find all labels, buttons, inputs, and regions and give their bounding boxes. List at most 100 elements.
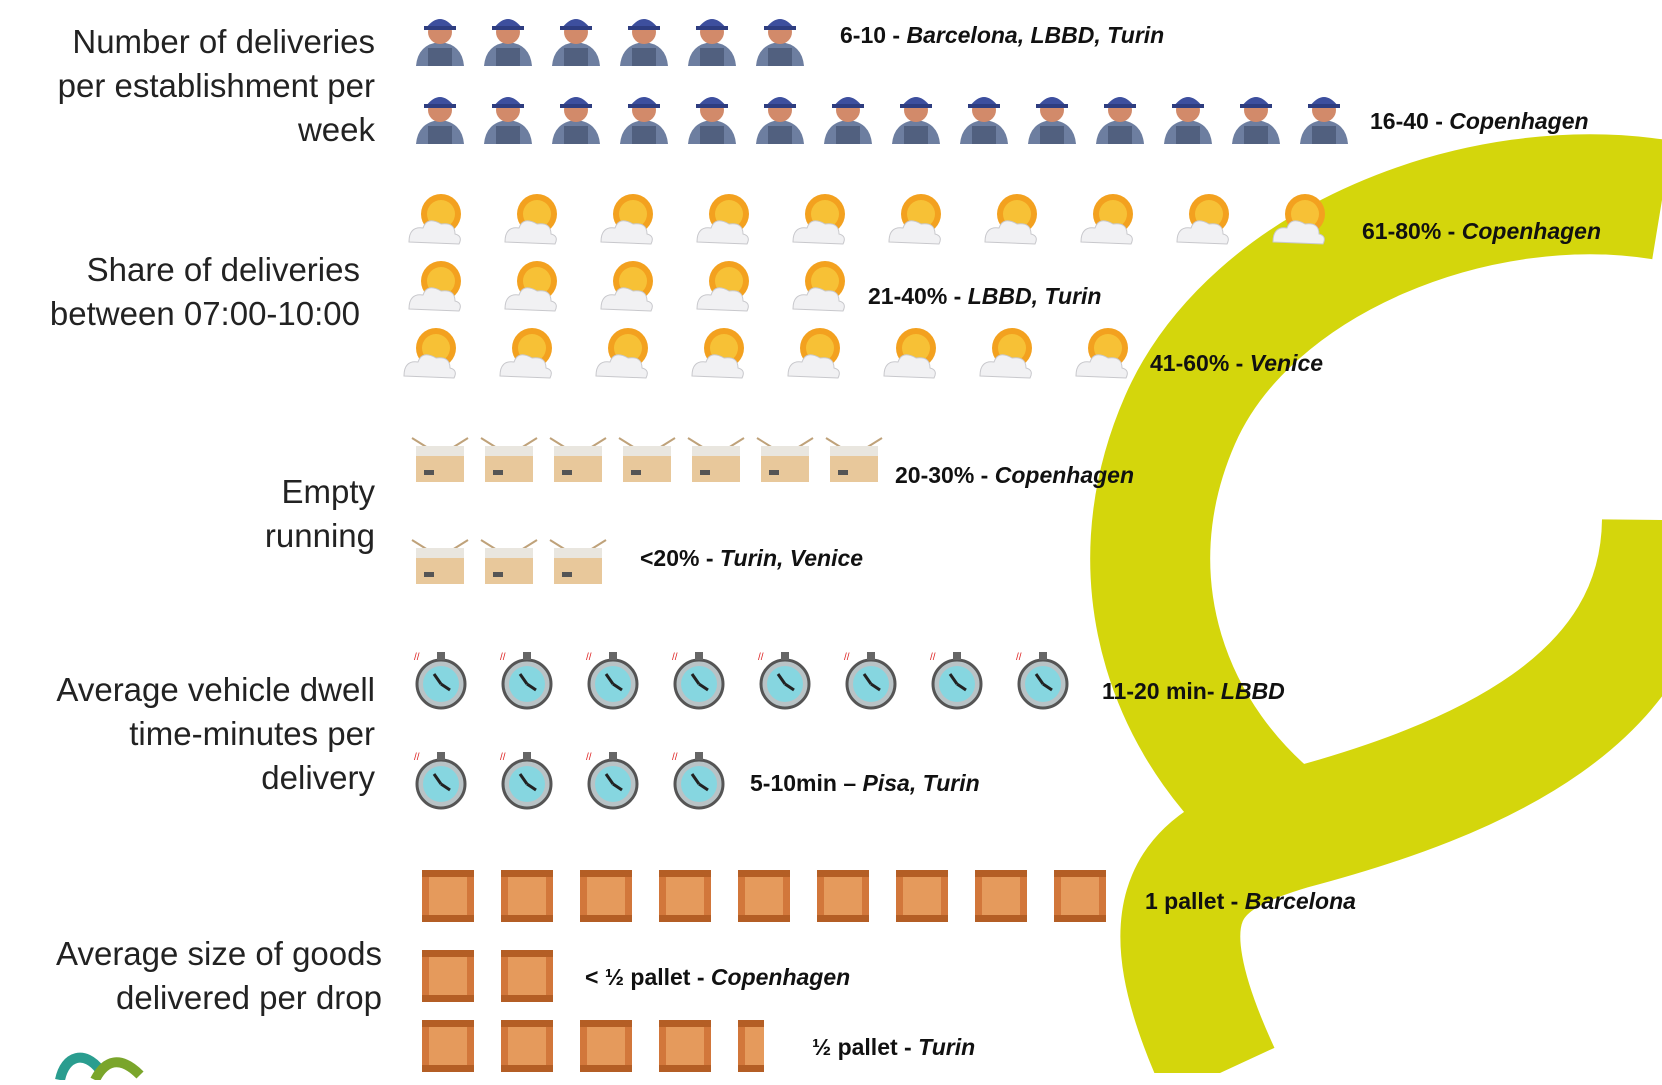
- value-cities: Copenhagen: [1461, 218, 1602, 244]
- delivery-man-icon: [478, 8, 538, 73]
- value-label: 16-40 - Copenhagen: [1370, 108, 1589, 135]
- value-cities: Pisa, Turin: [862, 770, 980, 796]
- crate-icon: [973, 868, 1029, 929]
- value-range: 6-10: [840, 22, 887, 48]
- empty-box-icon: [686, 430, 746, 490]
- value-separator: -: [886, 22, 907, 48]
- stopwatch-icon: //: [1012, 648, 1074, 715]
- value-separator: -: [699, 545, 720, 571]
- sun-cloud-icon: [1173, 188, 1233, 253]
- value-cities: LBBD: [1220, 678, 1285, 704]
- value-range: ½ pallet: [812, 1034, 898, 1060]
- value-separator: -: [1428, 108, 1450, 134]
- sun-cloud-icon: [981, 188, 1041, 253]
- stopwatch-icon: //: [582, 648, 644, 715]
- value-cities: Turin, Venice: [719, 545, 864, 571]
- sun-cloud-icon: [496, 322, 556, 387]
- delivery-man-icon: [614, 86, 674, 151]
- value-range: 5-10min: [750, 770, 837, 796]
- crate-icon: [736, 868, 792, 929]
- sun-cloud-icon: [688, 322, 748, 387]
- sun-cloud-icon: [885, 188, 945, 253]
- stopwatch-icon: //: [840, 648, 902, 715]
- value-separator: -: [1229, 350, 1250, 376]
- sun-cloud-icon: [405, 188, 465, 253]
- row-label-empty-running: Empty running: [264, 473, 375, 554]
- sun-cloud-icon: [405, 255, 465, 320]
- crate-icon: [657, 1018, 713, 1079]
- delivery-man-icon: [750, 86, 810, 151]
- stopwatch-icon: //: [496, 648, 558, 715]
- value-label: <20% - Turin, Venice: [640, 545, 863, 572]
- empty-box-icon: [755, 430, 815, 490]
- stopwatch-icon: //: [926, 648, 988, 715]
- value-cities: Copenhagen: [1449, 108, 1589, 134]
- svg-text://: //: [758, 652, 764, 663]
- stopwatch-icon: //: [668, 648, 730, 715]
- stopwatch-icon: //: [582, 748, 644, 815]
- value-cities: Venice: [1249, 350, 1324, 376]
- svg-text://: //: [672, 652, 678, 663]
- delivery-man-icon: [818, 86, 878, 151]
- value-range: 21-40%: [868, 283, 948, 309]
- svg-text://: //: [414, 752, 420, 763]
- empty-box-icon: [824, 430, 884, 490]
- crate-icon: [420, 948, 476, 1009]
- value-separator: -: [690, 964, 711, 990]
- crate-icon: [657, 868, 713, 929]
- delivery-man-icon: [886, 86, 946, 151]
- value-label: 5-10min – Pisa, Turin: [750, 770, 980, 797]
- value-range: 16-40: [1370, 108, 1429, 134]
- logo: [55, 1050, 145, 1083]
- value-range: 11-20 min: [1102, 678, 1207, 704]
- svg-text://: //: [586, 652, 592, 663]
- row-label-deliveries: Number of deliveries per establishment p…: [57, 23, 375, 148]
- crate-icon: [499, 948, 555, 1009]
- crate-icon: [578, 1018, 634, 1079]
- empty-box-icon: [410, 430, 470, 490]
- sun-cloud-icon: [784, 322, 844, 387]
- sun-cloud-icon: [501, 255, 561, 320]
- value-label: 11-20 min- LBBD: [1102, 678, 1285, 705]
- delivery-man-icon: [546, 8, 606, 73]
- value-label: 20-30% - Copenhagen: [895, 462, 1134, 489]
- value-cities: Copenhagen: [710, 964, 851, 990]
- logo-mark-icon: [55, 1052, 144, 1083]
- value-range: 61-80%: [1362, 218, 1442, 244]
- svg-text://: //: [1016, 652, 1022, 663]
- value-separator: -: [974, 462, 995, 488]
- delivery-man-icon: [682, 8, 742, 73]
- delivery-man-icon: [1294, 86, 1354, 151]
- empty-box-icon: [479, 430, 539, 490]
- empty-box-icon: [548, 430, 608, 490]
- value-range: <20%: [640, 545, 700, 571]
- delivery-man-icon: [410, 86, 470, 151]
- stopwatch-icon: //: [496, 748, 558, 815]
- value-label: < ½ pallet - Copenhagen: [585, 964, 850, 991]
- row-label-goods-size: Average size of goods delivered per drop: [56, 935, 382, 1016]
- sun-cloud-icon: [592, 322, 652, 387]
- stopwatch-icon: //: [410, 748, 472, 815]
- svg-text://: //: [500, 652, 506, 663]
- value-range: 20-30%: [895, 462, 975, 488]
- value-cities: Barcelona: [1244, 888, 1356, 914]
- value-separator: -: [897, 1034, 919, 1060]
- empty-box-icon: [617, 430, 677, 490]
- delivery-man-icon: [546, 86, 606, 151]
- crate-icon: [499, 868, 555, 929]
- delivery-man-icon: [478, 86, 538, 151]
- value-range: < ½ pallet: [585, 964, 691, 990]
- value-separator: -: [1224, 888, 1245, 914]
- crate-icon: [1052, 868, 1108, 929]
- delivery-man-icon: [682, 86, 742, 151]
- value-separator: –: [836, 770, 863, 796]
- value-label: 41-60% - Venice: [1150, 350, 1323, 377]
- crate-icon: [420, 868, 476, 929]
- crate-icon: [894, 868, 950, 929]
- stopwatch-icon: //: [668, 748, 730, 815]
- stopwatch-icon: //: [410, 648, 472, 715]
- row-label-dwell-time: Average vehicle dwell time-minutes per d…: [56, 671, 375, 796]
- stopwatch-icon: //: [754, 648, 816, 715]
- delivery-man-icon: [614, 8, 674, 73]
